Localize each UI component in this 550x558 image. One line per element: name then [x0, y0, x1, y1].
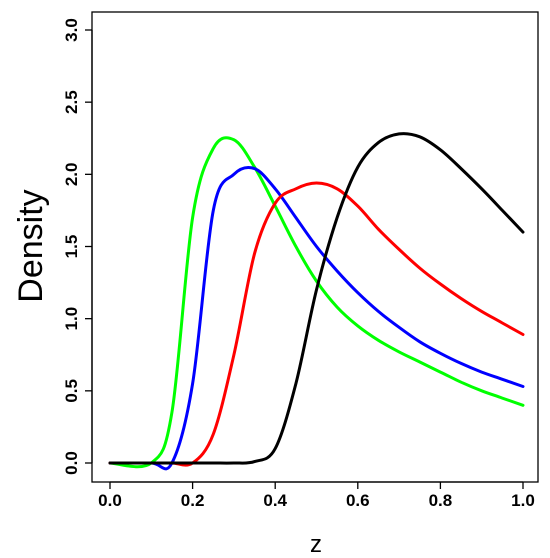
series-layer [108, 132, 525, 471]
y-axis: 0.0 0.5 1.0 1.5 2.0 2.5 3.0 [62, 18, 93, 475]
series-green-line [108, 136, 525, 469]
series-red-line [108, 181, 525, 467]
y-tick-label: 0.5 [62, 379, 81, 403]
y-axis-title: Density [12, 189, 50, 302]
y-tick-label: 1.5 [62, 235, 81, 259]
x-axis: 0.0 0.2 0.4 0.6 0.8 1.0 [98, 481, 535, 510]
x-tick-label: 0.2 [181, 491, 205, 510]
x-tick-label: 0.6 [346, 491, 370, 510]
y-tick-label: 2.5 [62, 90, 81, 114]
x-tick-label: 0.8 [429, 491, 453, 510]
y-tick-label: 3.0 [62, 18, 81, 42]
series-black-line [108, 132, 525, 465]
series-blue-line [108, 166, 525, 471]
y-tick-label: 2.0 [62, 163, 81, 187]
x-tick-label: 1.0 [511, 491, 535, 510]
x-tick-label: 0.0 [98, 491, 122, 510]
y-tick-label: 0.0 [62, 451, 81, 475]
x-tick-label: 0.4 [263, 491, 287, 510]
x-axis-title: z [310, 531, 322, 558]
y-tick-label: 1.0 [62, 307, 81, 331]
